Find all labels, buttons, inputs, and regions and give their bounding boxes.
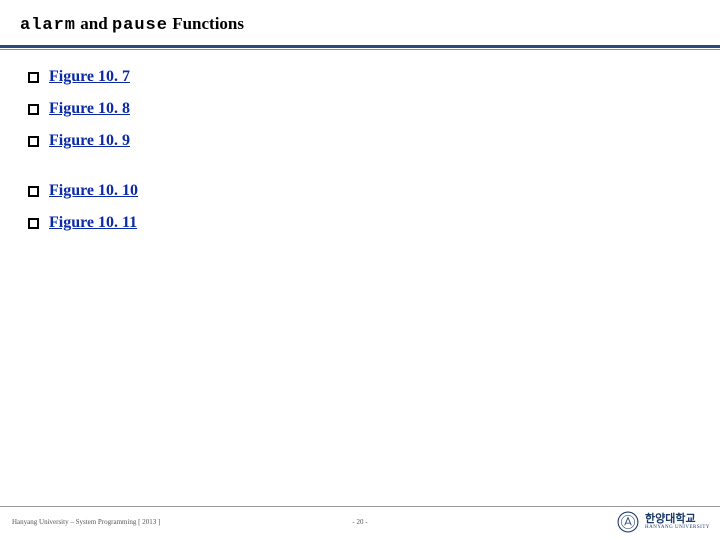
list-item: Figure 10. 10 <box>28 182 700 200</box>
list-item: Figure 10. 7 <box>28 68 700 86</box>
logo-sub-text: HANYANG UNIVERSITY <box>645 525 710 530</box>
figure-link[interactable]: Figure 10. 9 <box>49 132 130 150</box>
figure-link[interactable]: Figure 10. 7 <box>49 68 130 86</box>
figure-link[interactable]: Figure 10. 8 <box>49 100 130 118</box>
footer-logo: 한양대학교 HANYANG UNIVERSITY <box>617 511 710 533</box>
header-rule-top <box>0 45 720 48</box>
slide-title: alarm and pause Functions <box>20 14 700 35</box>
title-tail: Functions <box>168 14 244 33</box>
list-item: Figure 10. 9 <box>28 132 700 150</box>
square-bullet-icon <box>28 218 39 229</box>
title-mono-1: alarm <box>20 16 76 35</box>
title-mono-2: pause <box>112 16 168 35</box>
list-item: Figure 10. 8 <box>28 100 700 118</box>
list-gap <box>28 164 700 182</box>
footer-left-text: Hanyang University – System Programming … <box>12 518 160 526</box>
square-bullet-icon <box>28 104 39 115</box>
figure-link[interactable]: Figure 10. 10 <box>49 182 138 200</box>
square-bullet-icon <box>28 72 39 83</box>
footer-page-number: - 20 - <box>352 518 367 526</box>
university-seal-icon <box>617 511 639 533</box>
slide-body: Figure 10. 7 Figure 10. 8 Figure 10. 9 F… <box>0 50 720 540</box>
title-mid: and <box>76 14 112 33</box>
logo-main-text: 한양대학교 <box>645 514 710 525</box>
figure-link[interactable]: Figure 10. 11 <box>49 214 137 232</box>
list-item: Figure 10. 11 <box>28 214 700 232</box>
slide-footer: Hanyang University – System Programming … <box>0 506 720 536</box>
slide: alarm and pause Functions Figure 10. 7 F… <box>0 0 720 540</box>
square-bullet-icon <box>28 136 39 147</box>
logo-text-column: 한양대학교 HANYANG UNIVERSITY <box>645 514 710 530</box>
slide-header: alarm and pause Functions <box>0 0 720 43</box>
square-bullet-icon <box>28 186 39 197</box>
